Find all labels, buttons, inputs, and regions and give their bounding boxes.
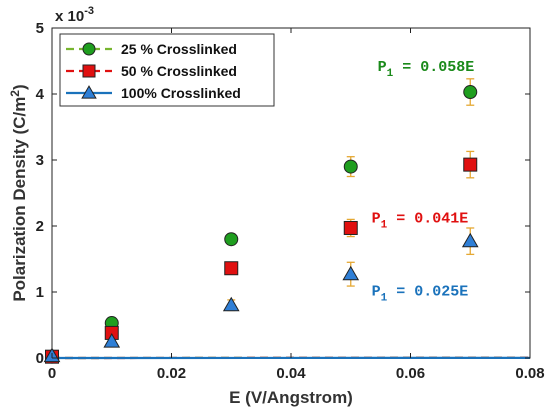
- x-tick-label: 0.08: [515, 365, 544, 382]
- y-tick-label: 2: [36, 218, 44, 235]
- data-point: [224, 261, 239, 276]
- x-tick-label: 0.04: [276, 365, 306, 382]
- y-scale-exponent: -3: [84, 5, 94, 17]
- data-point: [461, 232, 479, 248]
- fit-annotation: P1 = 0.041E: [372, 211, 469, 232]
- fit-annotation: P1 = 0.058E: [378, 59, 475, 80]
- data-point: [342, 265, 360, 281]
- data-markers: [43, 85, 479, 364]
- data-point: [343, 159, 358, 174]
- legend-marker: [82, 42, 96, 56]
- legend-label: 50 % Crosslinked: [121, 63, 237, 79]
- y-tick-label: 3: [36, 152, 44, 169]
- legend: 25 % Crosslinked 50 % Crosslinked 100% Cro…: [59, 33, 275, 107]
- y-axis-label: Polarization Density (C/m2): [8, 84, 29, 301]
- y-tick-label: 5: [36, 20, 44, 37]
- axis-ticks: 0 0.02 0.04 0.06 0.08 0 1 2 3 4 5: [36, 20, 545, 382]
- fit-annotation: P1 = 0.025E: [372, 283, 469, 304]
- fit-annotations: P1 = 0.058E P1 = 0.041E P1 = 0.025E: [372, 59, 475, 304]
- legend-marker: [81, 85, 97, 99]
- x-tick-label: 0.06: [396, 365, 425, 382]
- data-point: [222, 296, 240, 312]
- y-axis-label-sup: 2: [8, 90, 22, 97]
- y-scale-factor: x 10-3: [55, 5, 94, 25]
- y-tick-label: 4: [36, 86, 45, 103]
- data-point: [224, 232, 239, 247]
- x-tick-label: 0.02: [157, 365, 186, 382]
- data-point: [103, 333, 121, 348]
- data-point: [343, 220, 358, 235]
- legend-marker: [82, 64, 96, 78]
- data-point: [463, 157, 478, 172]
- y-tick-label: 0: [36, 350, 44, 367]
- legend-label: 25 % Crosslinked: [121, 41, 237, 57]
- y-tick-label: 1: [36, 284, 44, 301]
- x-tick-label: 0: [48, 365, 56, 382]
- legend-label: 100% Crosslinked: [121, 85, 241, 101]
- x-axis-label: E (V/Angstrom): [229, 388, 353, 407]
- data-point: [463, 85, 478, 100]
